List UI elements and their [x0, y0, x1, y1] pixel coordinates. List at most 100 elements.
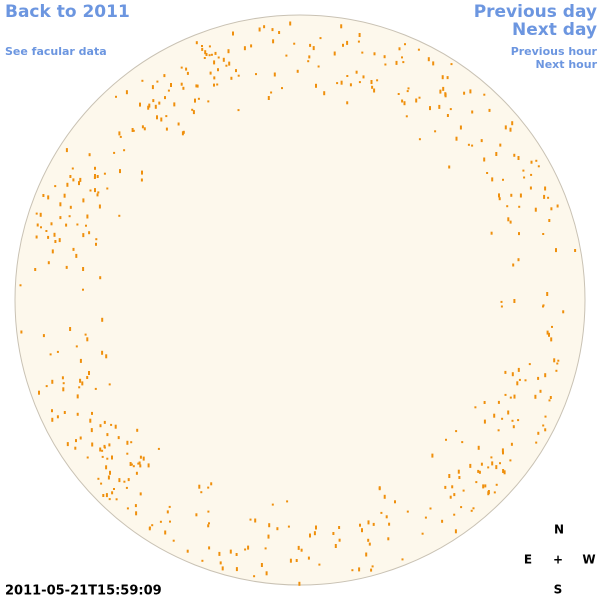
facula [315, 83, 317, 88]
facula [286, 500, 289, 503]
facula [208, 522, 210, 525]
facula [359, 523, 361, 527]
facula [336, 82, 339, 85]
facula [115, 498, 118, 501]
back-link[interactable]: Back to 2011 [5, 2, 130, 22]
facula [448, 474, 451, 478]
facula [380, 511, 383, 514]
facula [151, 524, 154, 527]
facula [108, 443, 111, 447]
facula [201, 45, 203, 47]
facula [225, 64, 228, 67]
facula [544, 373, 547, 378]
facula [258, 27, 261, 32]
facula [455, 430, 458, 433]
facula [156, 115, 158, 120]
facula [507, 410, 510, 415]
facula [346, 101, 349, 105]
facula [197, 97, 200, 100]
facula [358, 81, 361, 84]
facula [210, 53, 213, 56]
facula [544, 186, 547, 191]
facula [535, 441, 538, 444]
facula [308, 55, 311, 59]
facula [207, 100, 210, 103]
facula [463, 91, 466, 95]
facula [472, 507, 475, 510]
facula [69, 205, 72, 209]
facula [315, 525, 317, 530]
facula [519, 193, 522, 198]
facula [318, 563, 321, 566]
facula [517, 419, 520, 422]
facula [132, 129, 135, 132]
facula [156, 80, 159, 83]
facula [139, 455, 142, 459]
facula [498, 197, 501, 201]
facula [493, 491, 496, 494]
facula [432, 61, 435, 66]
facula [213, 83, 215, 87]
facula [208, 54, 211, 57]
facula [500, 300, 503, 303]
facula [103, 172, 106, 175]
facula [151, 85, 154, 90]
facula [295, 559, 298, 562]
facula [102, 494, 105, 497]
facula [142, 456, 145, 461]
facula [141, 79, 144, 82]
facula [358, 33, 361, 37]
facula [513, 299, 516, 303]
facula [195, 41, 198, 45]
next-day-link[interactable]: Next day [512, 20, 597, 40]
facula [477, 469, 480, 473]
facula [63, 411, 66, 414]
previous-day-link[interactable]: Previous day [473, 2, 597, 22]
facula [117, 436, 120, 440]
facula [237, 109, 240, 112]
facula [517, 367, 520, 372]
facula [72, 178, 75, 182]
facula [141, 170, 143, 175]
facula [504, 125, 507, 130]
facula [434, 130, 437, 133]
facula [415, 98, 418, 103]
facula [370, 568, 373, 572]
facula [371, 85, 374, 89]
facula [555, 248, 557, 253]
previous-hour-link[interactable]: Previous hour [510, 45, 597, 58]
facular-link[interactable]: See facular data [5, 45, 107, 58]
facula [550, 207, 553, 211]
facula [500, 305, 503, 308]
facula [103, 444, 106, 448]
facula [51, 417, 54, 422]
facula [172, 539, 175, 542]
facula [209, 71, 212, 75]
facula [501, 417, 504, 420]
facula [534, 207, 537, 212]
facula [222, 57, 225, 62]
facula [378, 486, 381, 491]
facula [191, 108, 194, 111]
compass-south: S [554, 583, 563, 597]
facula [271, 28, 274, 32]
facula [97, 191, 100, 194]
facula [201, 559, 204, 562]
facula [404, 43, 406, 46]
facula [312, 46, 315, 51]
next-hour-link[interactable]: Next hour [535, 58, 598, 71]
facula [507, 217, 510, 222]
facula [387, 537, 390, 541]
facula [470, 509, 473, 512]
facula [484, 484, 487, 488]
facula [76, 412, 79, 416]
facula [101, 317, 104, 322]
facula [94, 174, 96, 178]
facula [385, 515, 388, 519]
facula [194, 98, 196, 103]
facula [217, 56, 220, 59]
facula [394, 500, 396, 504]
facula [300, 548, 303, 552]
facula [79, 358, 82, 363]
facula [502, 178, 504, 181]
